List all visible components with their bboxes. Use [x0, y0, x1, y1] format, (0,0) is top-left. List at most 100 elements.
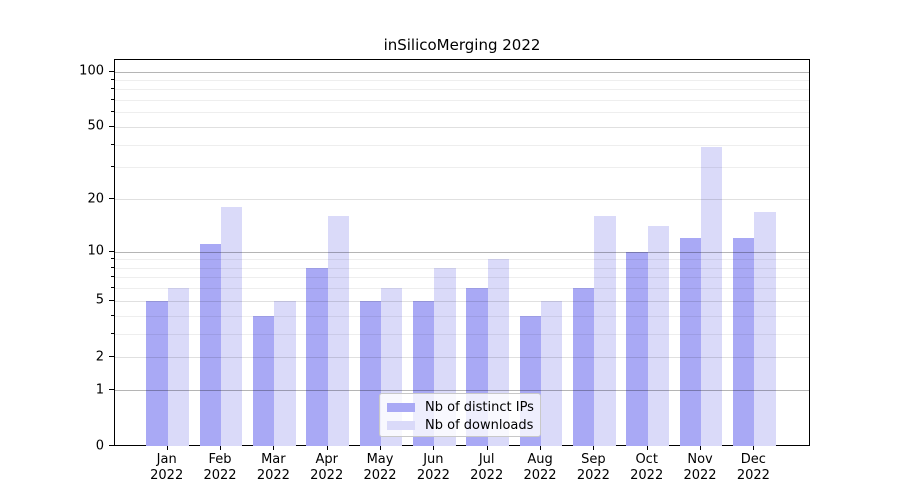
ytick-minor-6	[111, 287, 114, 289]
xtick-feb	[220, 446, 222, 450]
bar-downloads-mar	[274, 300, 296, 446]
gridline-30	[115, 167, 809, 169]
bar-ips-dec	[733, 237, 755, 446]
xtick-label-dec: Dec 2022	[721, 452, 785, 484]
xtick-month: Aug	[527, 452, 553, 467]
ytick-minor-7	[111, 276, 114, 278]
bar-ips-may	[359, 300, 382, 446]
ytick-label-50: 50	[87, 118, 104, 134]
ytick-minor-8	[111, 266, 114, 268]
ytick-minor-70	[111, 99, 114, 101]
ytick-1	[109, 389, 114, 390]
bar-downloads-oct	[647, 226, 669, 446]
gridline-8	[115, 267, 809, 269]
ytick-minor-90	[111, 78, 114, 80]
ytick-minor-40	[111, 143, 114, 145]
ytick-minor-3	[111, 332, 114, 334]
xtick-year: 2022	[363, 468, 397, 483]
ytick-20	[109, 198, 114, 200]
ytick-label-0: 0	[95, 438, 104, 454]
xtick-year: 2022	[523, 468, 557, 483]
legend: Nb of distinct IPs Nb of downloads	[379, 393, 541, 437]
xtick-label-oct: Oct 2022	[615, 452, 679, 484]
gridline-20	[115, 199, 809, 201]
xtick-label-sep: Sep 2022	[561, 452, 625, 484]
ytick-label-100: 100	[79, 63, 104, 79]
gridline-80	[115, 89, 809, 91]
legend-swatch	[387, 420, 415, 430]
xtick-month: Nov	[687, 452, 713, 467]
ytick-label-10: 10	[87, 243, 104, 259]
bar-ips-apr	[306, 267, 328, 446]
gridline-40	[115, 144, 809, 146]
ytick-100	[109, 70, 114, 72]
gridline-3	[115, 333, 809, 335]
gridline-1	[115, 390, 809, 391]
gridline-2	[115, 357, 809, 359]
xtick-label-jun: Jun 2022	[401, 452, 465, 484]
bar-downloads-aug	[541, 300, 563, 446]
ytick-0	[109, 445, 114, 447]
xtick-may	[380, 446, 382, 450]
ytick-label-5: 5	[95, 292, 104, 308]
bar-downloads-feb	[221, 207, 243, 446]
legend-label: Nb of downloads	[425, 417, 534, 433]
xtick-jan	[166, 446, 168, 450]
xtick-year: 2022	[203, 468, 237, 483]
ytick-2	[109, 356, 114, 358]
ytick-minor-9	[111, 258, 114, 260]
gridline-9	[115, 259, 809, 261]
ytick-minor-80	[111, 88, 114, 90]
legend-item-downloads: Nb of downloads	[380, 416, 540, 434]
xtick-month: Jun	[423, 452, 444, 467]
xtick-oct	[646, 446, 648, 450]
ytick-label-2: 2	[95, 349, 104, 365]
ytick-minor-4	[111, 314, 114, 316]
legend-swatch	[387, 402, 415, 412]
xtick-dec	[753, 446, 755, 450]
ytick-label-20: 20	[87, 191, 104, 207]
bar-ips-sep	[573, 288, 595, 446]
xtick-month: Jul	[478, 452, 495, 467]
xtick-year: 2022	[310, 468, 344, 483]
xtick-apr	[326, 446, 328, 450]
xtick-mar	[273, 446, 275, 450]
gridline-100	[115, 71, 809, 73]
gridline-90	[115, 79, 809, 81]
xtick-month: Mar	[261, 452, 286, 467]
bar-downloads-nov	[701, 146, 723, 446]
xtick-label-nov: Nov 2022	[668, 452, 732, 484]
xtick-jun	[433, 446, 435, 450]
gridline-7	[115, 277, 809, 279]
xtick-nov	[700, 446, 702, 450]
bar-ips-nov	[679, 237, 702, 446]
gridline-5	[115, 300, 809, 302]
bar-ips-jan	[146, 300, 168, 446]
xtick-year: 2022	[416, 468, 450, 483]
bar-ips-mar	[253, 315, 275, 446]
xtick-year: 2022	[256, 468, 290, 483]
xtick-label-may: May 2022	[348, 452, 412, 484]
ytick-10	[109, 250, 114, 252]
bar-downloads-apr	[327, 216, 349, 446]
xtick-aug	[540, 446, 542, 450]
xtick-label-mar: Mar 2022	[241, 452, 305, 484]
legend-label: Nb of distinct IPs	[425, 399, 534, 415]
xtick-label-apr: Apr 2022	[295, 452, 359, 484]
ytick-label-1: 1	[95, 382, 104, 397]
ytick-minor-30	[111, 166, 114, 168]
xtick-month: Dec	[740, 452, 766, 467]
xtick-year: 2022	[630, 468, 664, 483]
xtick-month: Feb	[208, 452, 232, 467]
bar-ips-oct	[626, 251, 648, 446]
xtick-label-jan: Jan 2022	[135, 452, 199, 484]
xtick-year: 2022	[576, 468, 610, 483]
ytick-50	[109, 125, 114, 127]
gridline-10	[115, 251, 809, 253]
gridline-6	[115, 288, 809, 290]
xtick-year: 2022	[736, 468, 770, 483]
chart-title: inSilicoMerging 2022	[383, 36, 541, 54]
bar-ips-feb	[199, 244, 222, 446]
xtick-month: Jan	[156, 452, 177, 467]
